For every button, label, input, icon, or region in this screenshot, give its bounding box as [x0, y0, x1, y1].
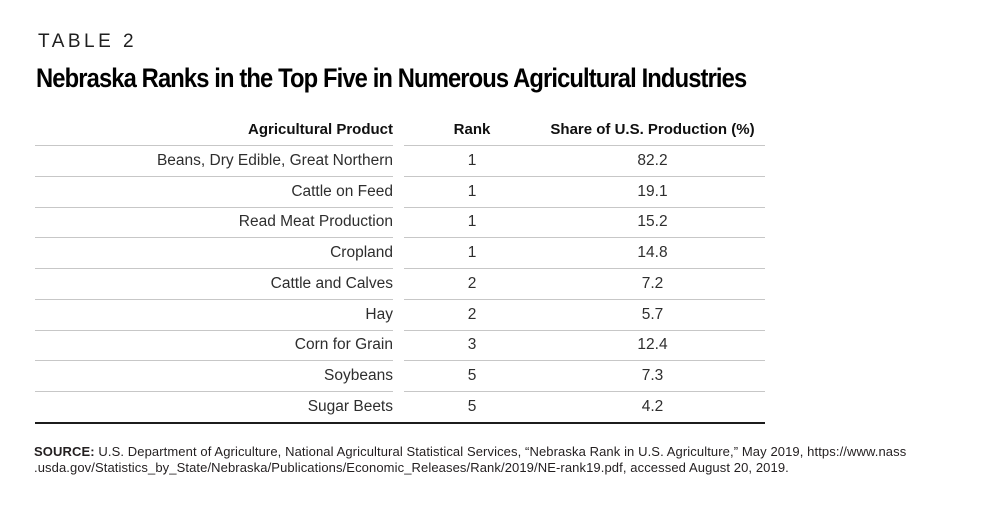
column-gap	[393, 268, 404, 299]
product-cell: Cropland	[35, 237, 393, 268]
agriculture-rank-table: Agricultural Product Rank Share of U.S. …	[35, 113, 765, 424]
column-gap	[393, 360, 404, 391]
share-cell: 19.1	[637, 182, 668, 200]
table-number-label: TABLE 2	[38, 31, 138, 52]
row-right-group: 5 4.2	[404, 391, 765, 422]
share-cell: 14.8	[637, 244, 668, 262]
row-right-group: 3 12.4	[404, 329, 765, 361]
source-label: SOURCE:	[34, 444, 95, 459]
table-title: Nebraska Ranks in the Top Five in Numero…	[36, 63, 747, 93]
share-cell: 15.2	[637, 213, 668, 231]
rank-cell: 1	[467, 244, 477, 262]
rank-cell: 1	[467, 213, 477, 231]
column-gap	[393, 113, 404, 145]
table-header-row: Agricultural Product Rank Share of U.S. …	[35, 113, 765, 145]
table-row: Hay 2 5.7	[35, 298, 765, 330]
row-right-group: 1 82.2	[404, 145, 765, 176]
source-line-2: .usda.gov/Statistics_by_State/Nebraska/P…	[34, 459, 789, 475]
product-cell: Sugar Beets	[35, 391, 393, 422]
product-cell: Read Meat Production	[35, 206, 393, 238]
rank-cell: 1	[467, 151, 477, 169]
column-gap	[393, 391, 404, 422]
share-cell: 82.2	[637, 151, 668, 169]
product-cell: Cattle and Calves	[35, 268, 393, 299]
table-row: Cattle and Calves 2 7.2	[35, 268, 765, 299]
column-gap	[393, 145, 404, 176]
share-cell: 7.2	[641, 274, 664, 292]
row-right-group: 1 15.2	[404, 206, 765, 238]
column-gap	[393, 207, 404, 238]
col-header-rank: Rank	[453, 120, 491, 138]
product-cell: Beans, Dry Edible, Great Northern	[35, 145, 393, 176]
rank-cell: 1	[467, 182, 477, 200]
share-cell: 12.4	[637, 336, 668, 354]
source-note: SOURCE: U.S. Department of Agriculture, …	[34, 444, 984, 475]
column-gap	[393, 330, 404, 361]
table-row: Cattle on Feed 1 19.1	[35, 175, 765, 207]
product-cell: Corn for Grain	[35, 329, 393, 361]
rank-cell: 2	[467, 274, 477, 292]
product-cell: Cattle on Feed	[35, 175, 393, 207]
product-cell: Hay	[35, 298, 393, 330]
table-row: Cropland 1 14.8	[35, 237, 765, 268]
row-right-group: 1 19.1	[404, 175, 765, 207]
column-gap	[393, 237, 404, 268]
rank-cell: 3	[467, 336, 477, 354]
share-cell: 4.2	[641, 398, 664, 415]
table-row: Beans, Dry Edible, Great Northern 1 82.2	[35, 145, 765, 176]
table-row: Sugar Beets 5 4.2	[35, 391, 765, 422]
share-cell: 7.3	[641, 367, 664, 385]
table-row: Corn for Grain 3 12.4	[35, 329, 765, 361]
source-line-1: U.S. Department of Agriculture, National…	[94, 444, 907, 459]
column-gap	[393, 176, 404, 207]
rank-cell: 2	[467, 305, 477, 323]
rank-cell: 5	[467, 398, 477, 415]
col-header-product: Agricultural Product	[247, 120, 393, 138]
rank-cell: 5	[467, 367, 477, 385]
header-right-group: Rank Share of U.S. Production (%)	[404, 113, 765, 145]
share-cell: 5.7	[641, 305, 664, 323]
product-cell: Soybeans	[35, 360, 393, 391]
table-row: Soybeans 5 7.3	[35, 360, 765, 391]
row-right-group: 1 14.8	[404, 237, 765, 268]
row-right-group: 2 5.7	[404, 298, 765, 330]
row-right-group: 2 7.2	[404, 268, 765, 299]
column-gap	[393, 299, 404, 330]
col-header-share: Share of U.S. Production (%)	[550, 120, 755, 138]
table-row: Read Meat Production 1 15.2	[35, 206, 765, 238]
row-right-group: 5 7.3	[404, 360, 765, 391]
